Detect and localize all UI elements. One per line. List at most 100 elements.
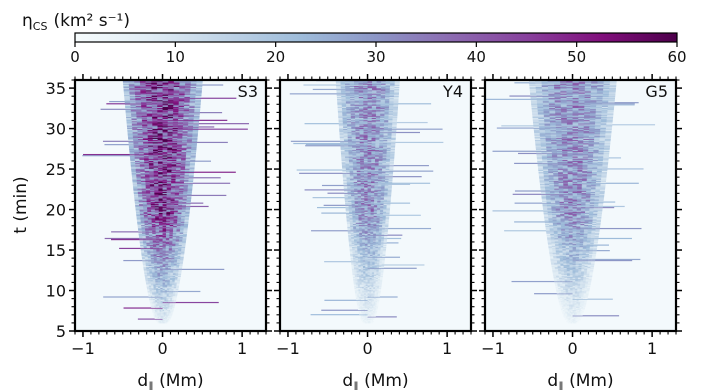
heatmap-cell <box>364 318 367 320</box>
heatmap-cell <box>155 280 159 283</box>
heatmap-cell <box>169 284 173 286</box>
heatmap-cell <box>367 224 371 227</box>
heatmap-cell <box>381 258 385 261</box>
heatmap-cell <box>165 277 169 280</box>
heatmap-cell <box>157 282 161 284</box>
heatmap-cell <box>367 308 370 311</box>
heatmap-cell <box>178 102 185 104</box>
heatmap-cell <box>142 137 149 139</box>
heatmap-cell <box>373 319 375 322</box>
heatmap-cell <box>377 298 380 301</box>
heatmap-cell <box>153 261 158 263</box>
heatmap-cell <box>376 294 379 296</box>
heatmap-cell <box>148 233 153 235</box>
heatmap-cell <box>364 235 369 238</box>
heatmap-cell <box>374 191 379 194</box>
heatmap-cell <box>144 227 150 230</box>
heatmap-cell <box>158 189 164 191</box>
heatmap-cell <box>371 282 375 284</box>
heatmap-cell <box>158 200 164 202</box>
heatmap-cell <box>157 301 160 304</box>
heatmap-cell <box>354 269 357 272</box>
heatmap-cell <box>367 193 372 196</box>
heatmap-cell <box>381 232 385 234</box>
heatmap-cell <box>169 234 174 237</box>
heatmap-cell <box>350 256 354 259</box>
heatmap-cell <box>146 285 150 287</box>
heatmap-cell <box>364 219 369 221</box>
heatmap-cell <box>162 254 167 256</box>
heatmap-cell <box>174 278 178 281</box>
heatmap-cell <box>165 250 170 252</box>
heatmap-cell <box>174 209 179 211</box>
heatmap-cell <box>363 275 366 277</box>
heatmap-cell <box>161 311 164 314</box>
heatmap-cell <box>365 289 369 292</box>
heatmap-cell <box>166 212 171 214</box>
heatmap-cell <box>173 93 180 95</box>
heatmap-cell <box>373 219 378 221</box>
heatmap-cell <box>360 262 364 264</box>
heatmap-cell <box>189 163 195 166</box>
heatmap-cell <box>190 91 197 93</box>
heatmap-cell <box>158 220 164 222</box>
heatmap-cell <box>157 92 164 94</box>
heatmap-cell <box>158 198 164 200</box>
heatmap-cell <box>173 82 180 84</box>
heatmap-cell <box>361 221 366 223</box>
heatmap-cell <box>165 251 170 253</box>
heatmap-cell <box>164 306 167 308</box>
heatmap-cell <box>141 190 147 192</box>
heatmap-cell <box>148 150 154 153</box>
heatmap-cell <box>367 283 371 285</box>
heatmap-cell <box>178 243 183 245</box>
heatmap-cell <box>361 227 366 230</box>
heatmap-cell <box>153 152 159 155</box>
heatmap-cell <box>136 123 143 125</box>
heatmap-cell <box>162 106 169 109</box>
heatmap-cell <box>177 121 184 124</box>
heatmap-cell <box>369 258 373 261</box>
heatmap-cell <box>156 256 161 259</box>
heatmap-cell <box>193 125 199 127</box>
heatmap-cell <box>153 157 159 159</box>
heatmap-cell <box>148 258 152 261</box>
heatmap-cell <box>136 109 142 112</box>
heatmap-cell <box>147 279 151 282</box>
heatmap-cell <box>155 303 158 305</box>
heatmap-cell <box>351 243 355 245</box>
heatmap-cell <box>153 285 157 287</box>
heatmap-cell <box>361 203 365 206</box>
heatmap-cell <box>138 139 144 142</box>
heatmap-cell <box>131 176 137 178</box>
x-tick-label: 1 <box>237 339 247 358</box>
heatmap-cell <box>150 201 156 203</box>
heatmap-cell <box>141 104 147 106</box>
heatmap-cell <box>130 105 137 107</box>
heatmap-cell <box>145 182 151 185</box>
heatmap-cell <box>182 138 188 141</box>
heatmap-cell <box>170 190 176 192</box>
heatmap-cell <box>370 311 372 314</box>
heatmap-cell <box>159 266 164 269</box>
heatmap-cell <box>365 284 369 286</box>
heatmap-cell <box>184 222 189 224</box>
heatmap-cell <box>375 277 379 280</box>
heatmap-cell <box>376 271 380 273</box>
heatmap-cell <box>141 232 146 234</box>
heatmap-cell <box>362 247 366 250</box>
heatmap-cell <box>360 304 363 306</box>
heatmap-cell <box>164 295 168 297</box>
heatmap-cell <box>372 291 376 294</box>
heatmap-cell <box>150 250 154 252</box>
heatmap-cell <box>162 188 168 190</box>
heatmap-cell <box>175 178 181 180</box>
heatmap-cell <box>363 315 365 317</box>
heatmap-cell <box>152 310 155 313</box>
heatmap-cell <box>157 157 164 159</box>
heatmap-cell <box>149 167 155 169</box>
heatmap-cell <box>172 244 176 247</box>
heatmap-cell <box>151 210 156 212</box>
heatmap-cell <box>138 138 144 141</box>
heatmap-cell <box>348 241 352 243</box>
